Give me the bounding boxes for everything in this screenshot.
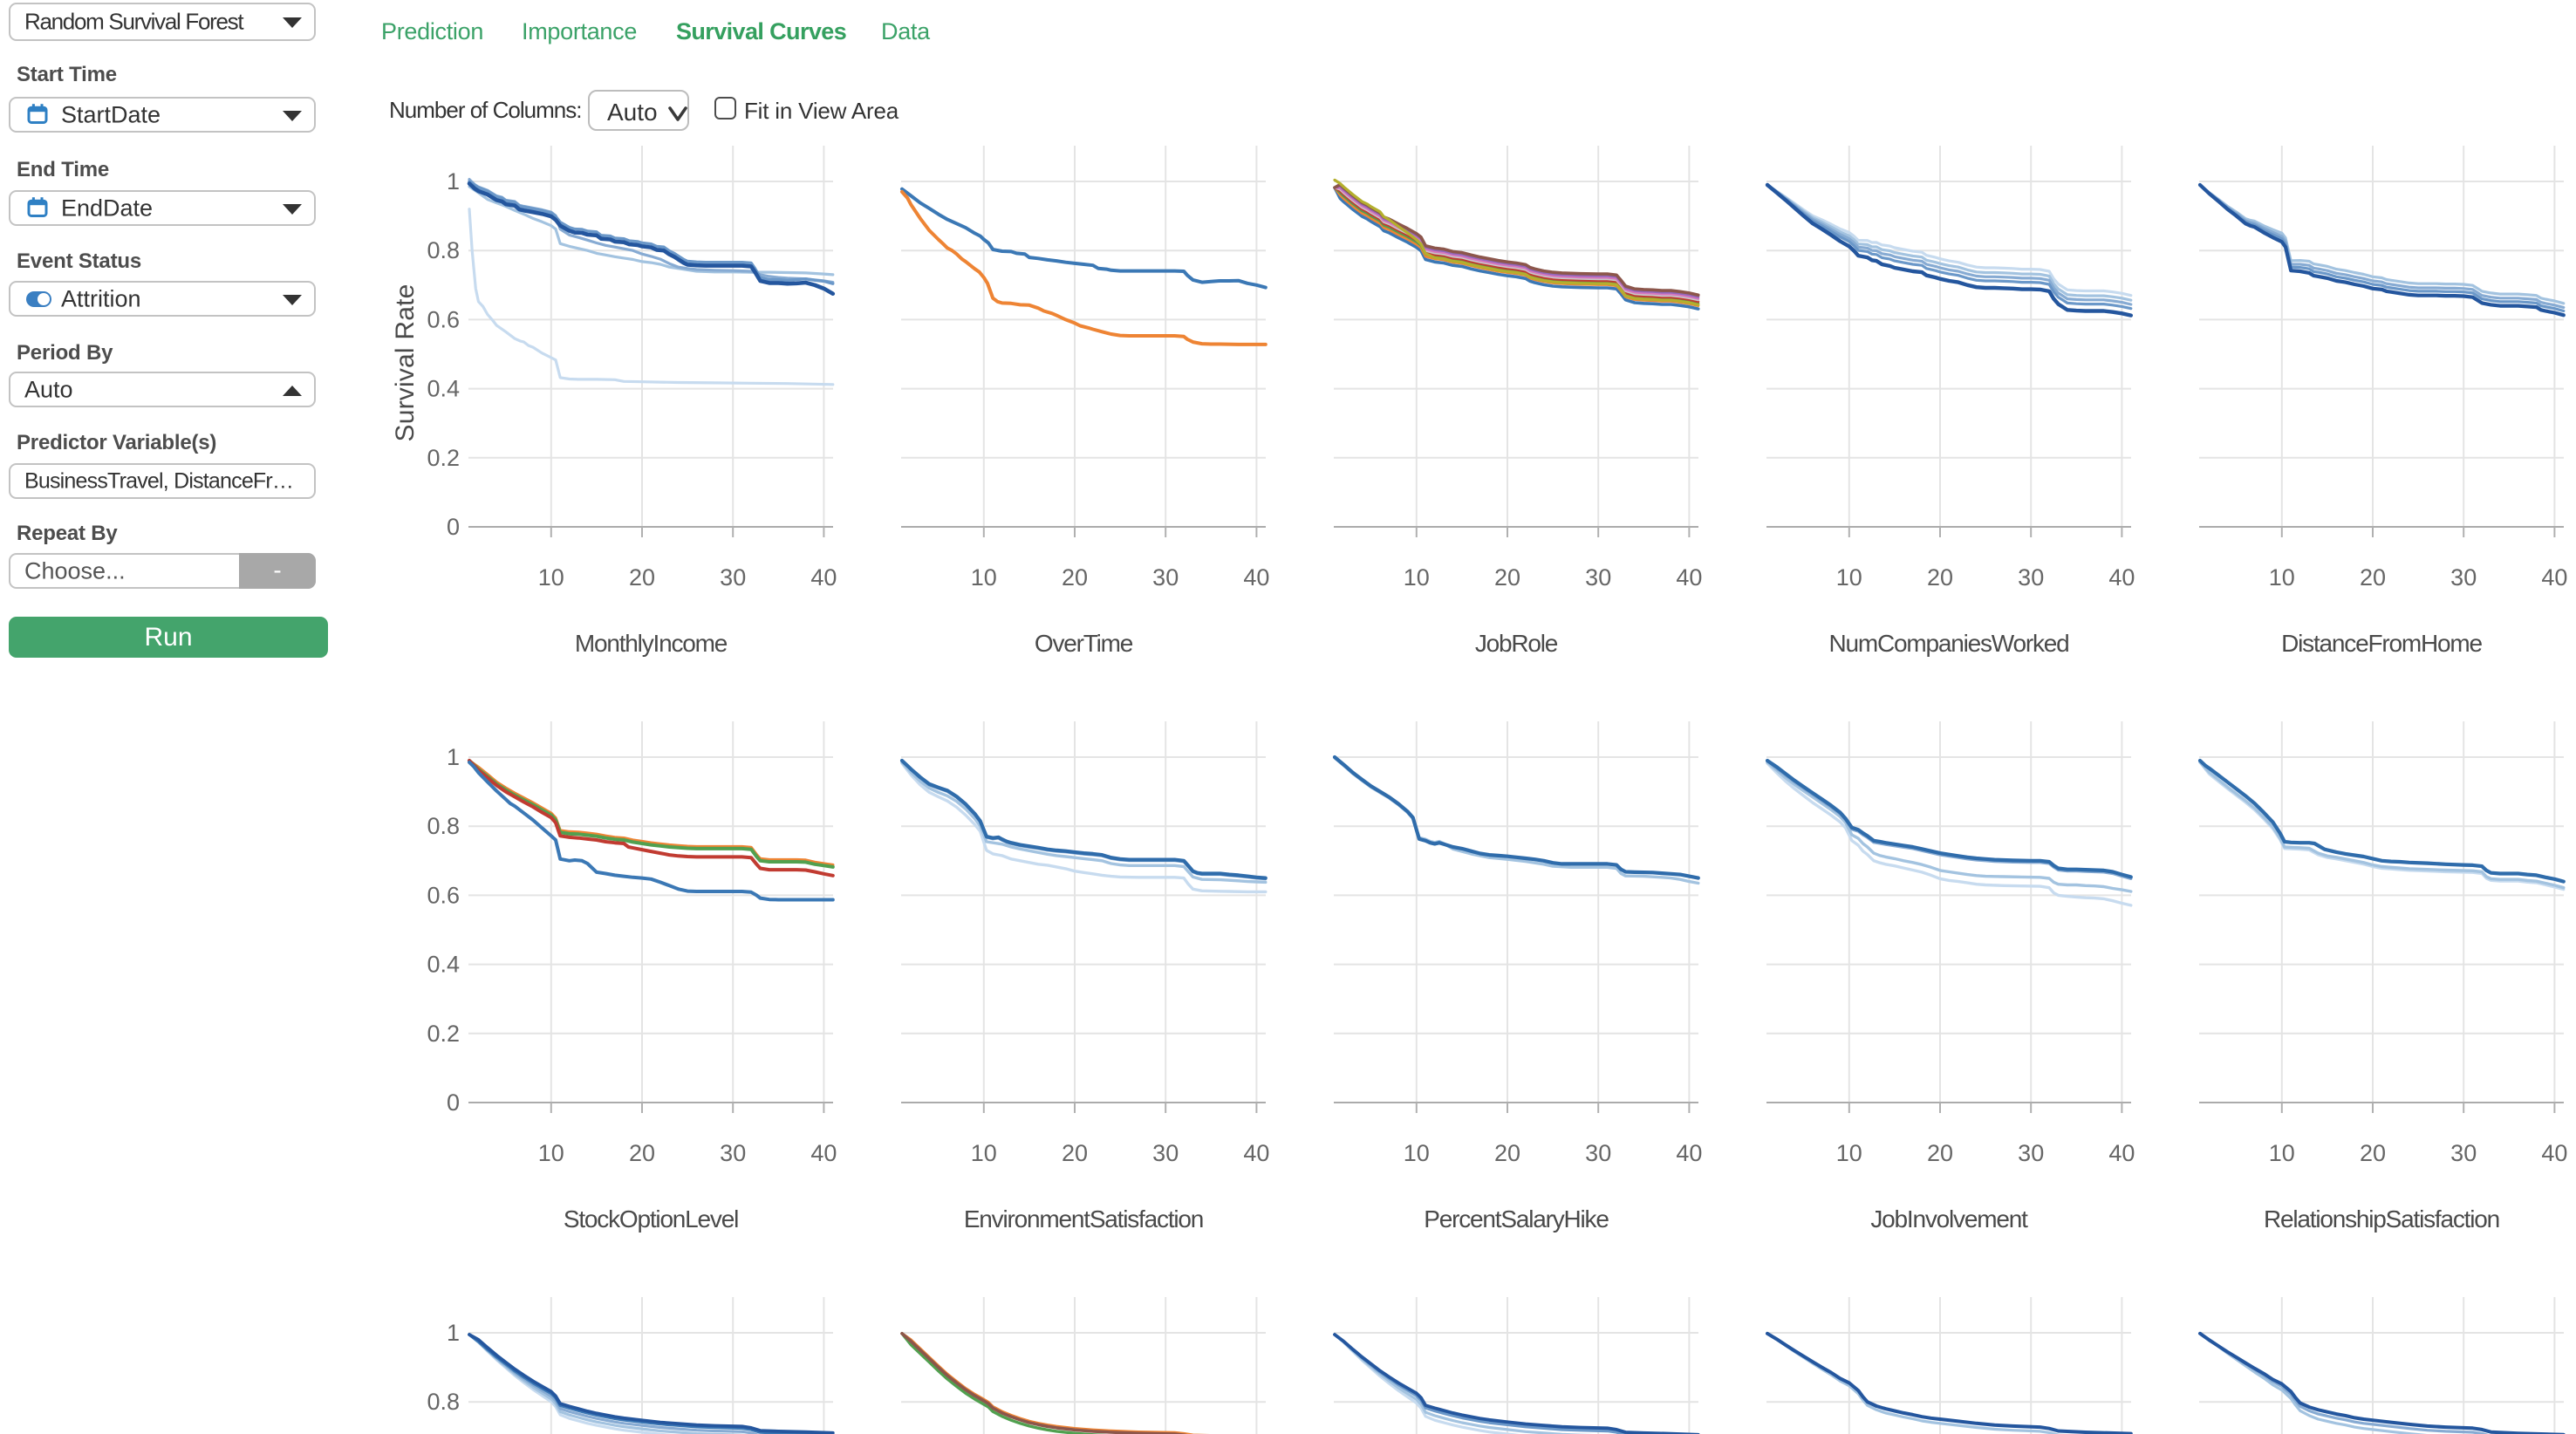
svg-text:30: 30 (2450, 564, 2477, 591)
svg-text:0: 0 (447, 1089, 460, 1116)
svg-text:0.8: 0.8 (427, 237, 460, 263)
svg-text:40: 40 (810, 1140, 837, 1166)
svg-text:0.4: 0.4 (427, 952, 460, 978)
svg-text:30: 30 (2018, 564, 2044, 591)
svg-text:EnvironmentSatisfaction: EnvironmentSatisfaction (964, 1205, 1203, 1233)
svg-text:10: 10 (971, 1140, 997, 1166)
svg-text:30: 30 (1152, 564, 1179, 591)
svg-text:1: 1 (447, 744, 460, 770)
svg-text:40: 40 (1243, 1140, 1269, 1166)
svg-text:PercentSalaryHike: PercentSalaryHike (1424, 1205, 1609, 1233)
svg-text:10: 10 (971, 564, 997, 591)
svg-text:10: 10 (1404, 564, 1430, 591)
svg-text:0.8: 0.8 (427, 1389, 460, 1415)
svg-text:MonthlyIncome: MonthlyIncome (575, 630, 728, 657)
svg-text:40: 40 (2108, 1140, 2135, 1166)
svg-text:10: 10 (1404, 1140, 1430, 1166)
svg-text:20: 20 (2360, 1140, 2386, 1166)
svg-text:JobRole: JobRole (1475, 630, 1558, 657)
svg-text:40: 40 (1676, 1140, 1702, 1166)
svg-text:30: 30 (720, 1140, 746, 1166)
svg-text:20: 20 (1927, 564, 1953, 591)
svg-text:40: 40 (1676, 564, 1702, 591)
svg-text:0.8: 0.8 (427, 813, 460, 839)
svg-text:10: 10 (2269, 564, 2295, 591)
svg-text:0.4: 0.4 (427, 376, 460, 402)
svg-text:OverTime: OverTime (1035, 630, 1133, 657)
svg-text:20: 20 (1494, 1140, 1520, 1166)
svg-text:30: 30 (2450, 1140, 2477, 1166)
svg-text:0.6: 0.6 (427, 306, 460, 332)
svg-text:20: 20 (629, 564, 655, 591)
svg-text:30: 30 (1585, 564, 1611, 591)
svg-text:10: 10 (538, 564, 564, 591)
svg-text:Survival Rate: Survival Rate (391, 283, 420, 441)
svg-text:30: 30 (720, 564, 746, 591)
svg-text:1: 1 (447, 168, 460, 195)
svg-text:StockOptionLevel: StockOptionLevel (564, 1205, 738, 1233)
svg-text:10: 10 (538, 1140, 564, 1166)
svg-text:10: 10 (1836, 564, 1862, 591)
svg-text:30: 30 (1585, 1140, 1611, 1166)
svg-text:30: 30 (1152, 1140, 1179, 1166)
svg-text:40: 40 (2108, 564, 2135, 591)
svg-text:0: 0 (447, 514, 460, 540)
svg-text:20: 20 (1062, 1140, 1088, 1166)
svg-text:40: 40 (1243, 564, 1269, 591)
svg-text:10: 10 (1836, 1140, 1862, 1166)
svg-text:20: 20 (1927, 1140, 1953, 1166)
svg-text:40: 40 (2541, 564, 2567, 591)
svg-text:40: 40 (2541, 1140, 2567, 1166)
svg-text:0.6: 0.6 (427, 882, 460, 908)
svg-text:JobInvolvement: JobInvolvement (1870, 1205, 2028, 1233)
svg-text:1: 1 (447, 1320, 460, 1346)
svg-text:RelationshipSatisfaction: RelationshipSatisfaction (2264, 1205, 2499, 1233)
svg-text:20: 20 (1062, 564, 1088, 591)
svg-text:10: 10 (2269, 1140, 2295, 1166)
svg-text:20: 20 (1494, 564, 1520, 591)
svg-text:NumCompaniesWorked: NumCompaniesWorked (1828, 630, 2068, 657)
svg-text:20: 20 (629, 1140, 655, 1166)
svg-text:DistanceFromHome: DistanceFromHome (2281, 630, 2482, 657)
svg-text:30: 30 (2018, 1140, 2044, 1166)
svg-text:20: 20 (2360, 564, 2386, 591)
svg-text:40: 40 (810, 564, 837, 591)
svg-text:0.2: 0.2 (427, 445, 460, 471)
svg-text:0.2: 0.2 (427, 1021, 460, 1047)
